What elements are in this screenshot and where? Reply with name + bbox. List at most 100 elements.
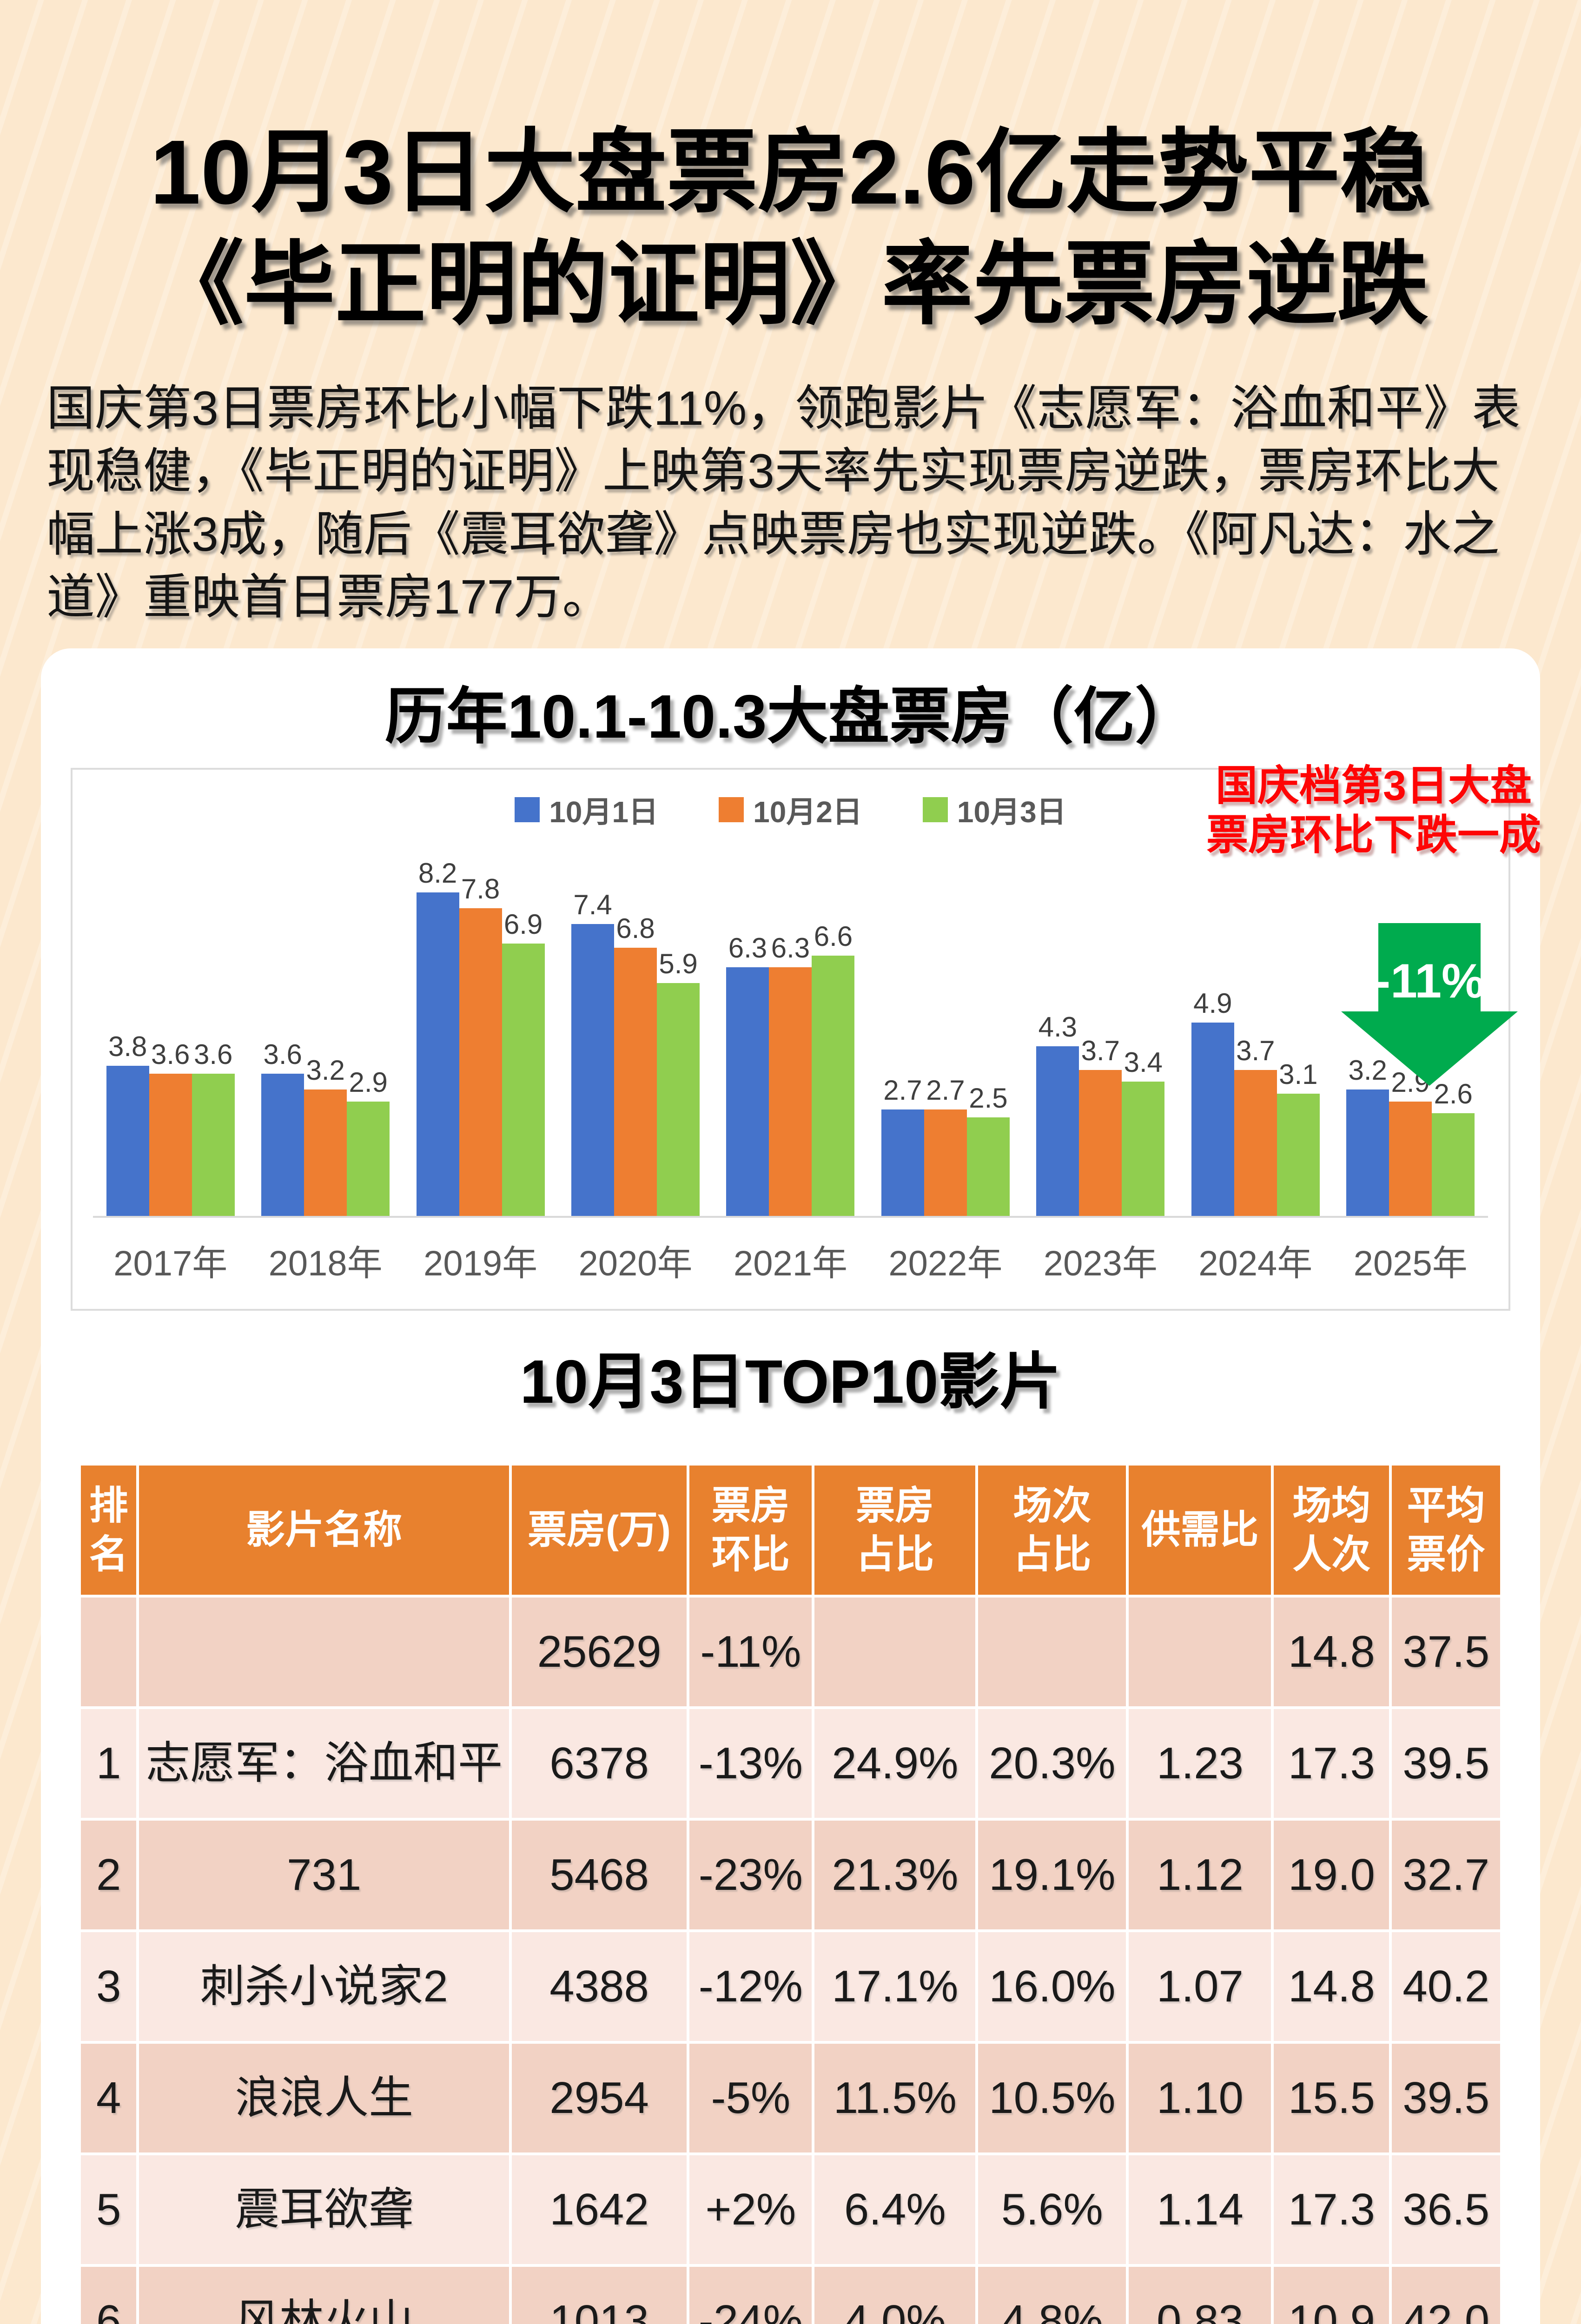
table-row-total: 25629 -11% 14.8 37.5 [78, 1594, 1503, 1709]
table-cell: 2954 [509, 2040, 690, 2155]
bar-value-label: 7.4 [573, 889, 612, 920]
bar-group-2020年: 7.4 6.8 5.9 [558, 877, 713, 1216]
chart-title: 历年10.1-10.3大盘票房（亿） [384, 682, 1197, 751]
chart-annotation-line1: 国庆档第3日大盘 [1215, 762, 1532, 809]
bar-value-label: 4.9 [1193, 987, 1232, 1019]
table-cell: -23% [687, 1817, 815, 1932]
table-cell: 4 [78, 2040, 139, 2155]
bar-10月1日-2021年: 6.3 [726, 932, 769, 1216]
table-cell: 刺杀小说家2 [136, 1929, 512, 2044]
table-cell: 1013 [509, 2264, 690, 2324]
chart-plot: 3.8 3.6 3.6 3.6 3.2 2.9 8.2 7.8 6.9 7.4 6.8 5.9 6.3 6… [93, 858, 1488, 1218]
table-cell: 37.5 [1389, 1594, 1503, 1709]
page-title: 10月3日大盘票房2.6亿走势平稳 《毕正明的证明》率先票房逆跌 [28, 116, 1553, 340]
x-axis-label: 2023年 [1043, 1243, 1158, 1283]
bar-value-label: 3.2 [1348, 1055, 1387, 1086]
table-cell: 42.0 [1389, 2264, 1503, 2324]
bar-10月2日-2017年: 3.6 [149, 1039, 192, 1216]
table-cell: 5468 [509, 1817, 690, 1932]
down-arrow-icon: -11% [1341, 923, 1518, 1086]
table-cell: 11.5% [812, 2040, 979, 2155]
table-cell: -12% [687, 1929, 815, 2044]
chart-legend: 10月1日 10月2日 10月3日 [73, 788, 1508, 831]
table-header-cell: 票房(万) [509, 1462, 690, 1598]
bar-10月1日-2023年: 4.3 [1036, 1011, 1079, 1216]
legend-swatch-icon [922, 797, 948, 822]
table-row-6: 6 风林火山 1013 -24% 4.0% 4.8% 0.83 10.9 42.0 [78, 2264, 1503, 2324]
bar-value-label: 7.8 [461, 873, 500, 905]
table-cell: 14.8 [1271, 1929, 1392, 2044]
bar-10月2日-2019年: 7.8 [459, 873, 502, 1216]
table-row-3: 3 刺杀小说家2 4388 -12% 17.1% 16.0% 1.07 14.8 40.2 [78, 1929, 1503, 2044]
bar-10月1日-2022年: 2.7 [881, 1075, 924, 1216]
table-cell: 志愿军：浴血和平 [136, 1706, 512, 1821]
bar-value-label: 3.6 [194, 1039, 233, 1070]
table-cell: -5% [687, 2040, 815, 2155]
chart-xaxis: 2017年 2018年 2019年 2020年 2021年 2022年 2023年 2024年… [93, 1235, 1488, 1286]
bar-10月2日-2025年: 2.9 [1389, 1067, 1432, 1216]
table-cell: 6 [78, 2264, 139, 2324]
legend-item: 10月1日 [515, 788, 658, 831]
x-axis-label: 2019年 [423, 1243, 538, 1283]
table-cell: 39.5 [1389, 1706, 1503, 1821]
table-cell: 5.6% [975, 2152, 1129, 2267]
legend-swatch-icon [515, 797, 540, 822]
page-title-line2: 《毕正明的证明》率先票房逆跌 [152, 233, 1429, 336]
table-header-cell: 平均 票价 [1389, 1462, 1503, 1598]
table-cell: 17.1% [812, 1929, 979, 2044]
bar-10月1日-2024年: 4.9 [1191, 988, 1234, 1216]
bar-10月2日-2024年: 3.7 [1234, 1035, 1277, 1216]
table-cell: 1.12 [1126, 1817, 1274, 1932]
table-cell: 3 [78, 1929, 139, 2044]
table-cell: 4.0% [812, 2264, 979, 2324]
table-cell: 24.9% [812, 1706, 979, 1821]
legend-swatch-icon [719, 797, 744, 822]
bar-group-2025年: 3.2 2.9 2.6 [1333, 877, 1488, 1216]
legend-label: 10月1日 [549, 795, 659, 829]
table-cell: +2% [687, 2152, 815, 2267]
bar-10月1日-2020年: 7.4 [571, 889, 615, 1216]
table-cell: 731 [136, 1817, 512, 1932]
table-cell: 浪浪人生 [136, 2040, 512, 2155]
bar-10月2日-2023年: 3.7 [1079, 1035, 1122, 1216]
table-cell: 5 [78, 2152, 139, 2267]
table-row-2: 2 731 5468 -23% 21.3% 19.1% 1.12 19.0 32.7 [78, 1817, 1503, 1932]
x-axis-label: 2020年 [578, 1243, 693, 1283]
bar-value-label: 3.7 [1081, 1035, 1120, 1066]
table-cell: 20.3% [975, 1706, 1129, 1821]
bar-value-label: 8.2 [418, 857, 457, 889]
table-cell: 1.23 [1126, 1706, 1274, 1821]
table-cell: 风林火山 [136, 2264, 512, 2324]
bar-value-label: 2.9 [349, 1066, 388, 1098]
bar-10月3日-2019年: 6.9 [502, 909, 545, 1216]
table-cell: -11% [687, 1594, 815, 1709]
table-cell: 0.83 [1126, 2264, 1274, 2324]
bar-value-label: 5.9 [659, 948, 698, 980]
bar-group-2021年: 6.3 6.3 6.6 [713, 877, 868, 1216]
bar-value-label: 3.1 [1279, 1058, 1318, 1090]
table-cell: 16.0% [975, 1929, 1129, 2044]
table-cell [812, 1594, 979, 1709]
bar-10月3日-2020年: 5.9 [657, 948, 700, 1216]
table-head: 排 名影片名称 票房(万) 票房 环比 票房 占比 场次 占比 供需比 场均 人次 平均 票价 [78, 1462, 1503, 1598]
table-header-cell: 排 名 [78, 1462, 139, 1598]
table-body: 25629 -11% 14.8 37.5 1 志愿军：浴血和平 6378 -13% 24.9% 2… [78, 1594, 1503, 2324]
table-cell: 25629 [509, 1594, 690, 1709]
bar-10月2日-2022年: 2.7 [924, 1075, 967, 1216]
bar-group-2017年: 3.8 3.6 3.6 [93, 877, 248, 1216]
table-cell: 6378 [509, 1706, 690, 1821]
table-cell: 1 [78, 1706, 139, 1821]
bar-10月1日-2017年: 3.8 [106, 1031, 149, 1216]
x-axis-label: 2018年 [268, 1243, 383, 1283]
arrow-label-text: -11% [1374, 954, 1484, 1008]
table-header-cell: 供需比 [1126, 1462, 1274, 1598]
table-cell: 19.0 [1271, 1817, 1392, 1932]
table-cell: 2 [78, 1817, 139, 1932]
content-card: 历年10.1-10.3大盘票房（亿） 10月1日 10月2日 10月3日 3.8 3.… [41, 648, 1541, 2324]
bar-value-label: 6.8 [616, 912, 655, 944]
table-cell: 4388 [509, 1929, 690, 2044]
bar-group-2023年: 4.3 3.7 3.4 [1023, 877, 1178, 1216]
bar-10月3日-2017年: 3.6 [192, 1039, 235, 1216]
bar-group-2024年: 4.9 3.7 3.1 [1178, 877, 1333, 1216]
table-cell [78, 1594, 139, 1709]
